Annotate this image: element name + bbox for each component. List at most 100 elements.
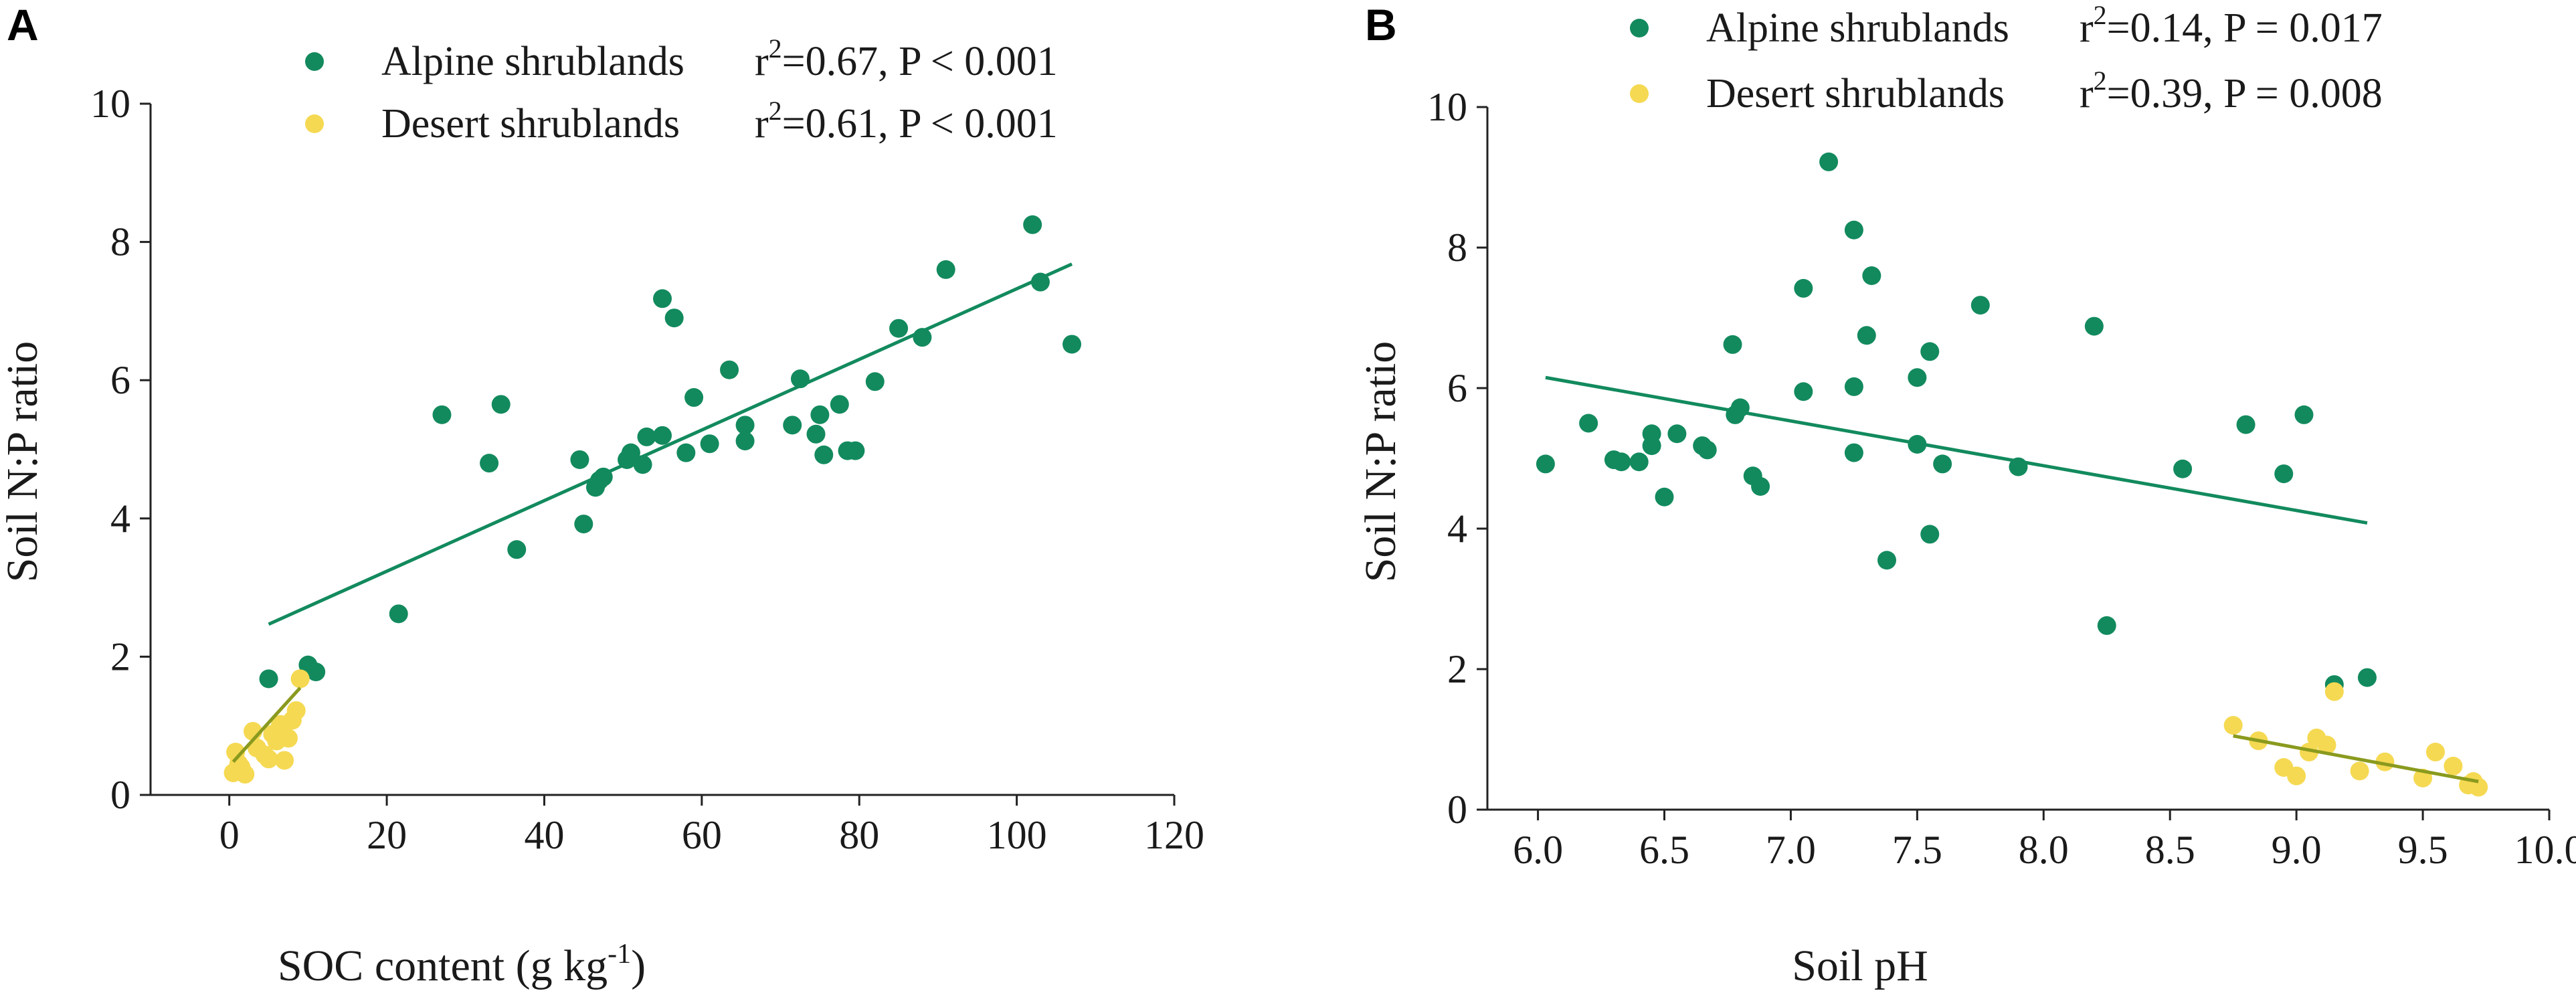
legend-label-alpine: Alpine shrublands <box>1706 5 2009 51</box>
fit-line-desert <box>232 687 302 763</box>
y-tick-label: 4 <box>110 496 130 541</box>
data-point-alpine <box>2236 415 2256 434</box>
data-point-alpine <box>1063 335 1081 354</box>
data-point-alpine <box>2274 464 2294 484</box>
y-axis-title: Soil N:P ratio <box>1356 341 1405 583</box>
x-tick-label: 7.5 <box>1892 828 1942 872</box>
legend-label-alpine: Alpine shrublands <box>381 39 684 84</box>
data-point-alpine <box>1908 368 1927 387</box>
data-point-alpine <box>936 260 955 279</box>
data-point-desert <box>2317 735 2336 755</box>
data-point-alpine <box>1920 342 1940 361</box>
legend-stat-desert: r2=0.39, P = 0.008 <box>2080 66 2383 116</box>
data-point-desert <box>2469 778 2488 797</box>
y-tick-label: 8 <box>110 220 130 264</box>
data-point-desert <box>2287 766 2306 786</box>
data-point-alpine <box>814 445 834 464</box>
data-point-desert <box>2223 716 2243 735</box>
data-point-alpine <box>1023 215 1042 234</box>
x-tick-label: 80 <box>839 813 879 857</box>
x-tick-label: 7.0 <box>1766 828 1816 872</box>
data-point-alpine <box>389 604 408 624</box>
legend-label-desert: Desert shrublands <box>1706 71 2005 116</box>
data-point-alpine <box>432 405 452 424</box>
legend-stat-desert: r2=0.61, P < 0.001 <box>755 96 1058 147</box>
data-point-alpine <box>735 432 755 451</box>
data-point-alpine <box>684 388 704 407</box>
data-point-alpine <box>676 443 696 462</box>
y-tick-label: 6 <box>1447 366 1467 410</box>
x-tick-label: 8.5 <box>2145 828 2195 872</box>
data-point-alpine <box>1794 382 1813 401</box>
axes: 0 20 40 60 80 100 120 0 2 4 6 8 10 <box>90 82 1204 857</box>
x-tick-label: 8.0 <box>2019 828 2069 872</box>
data-point-alpine <box>1655 487 1674 507</box>
x-tick-label: 6.0 <box>1513 828 1563 872</box>
data-point-alpine <box>1667 424 1687 444</box>
data-point-alpine <box>259 669 278 689</box>
legend: Alpine shrublands r2=0.14, P = 0.017 Des… <box>1630 0 2383 116</box>
data-point-alpine <box>1697 440 1717 460</box>
data-point-alpine <box>2084 316 2104 336</box>
data-point-alpine <box>783 416 802 435</box>
data-point-alpine <box>810 405 830 424</box>
legend-stat-alpine: r2=0.14, P = 0.017 <box>2080 0 2383 51</box>
plot-area <box>1536 152 2488 797</box>
data-point-alpine <box>1857 326 1876 345</box>
data-point-alpine <box>621 443 640 462</box>
data-point-alpine <box>1844 377 1863 396</box>
x-axis-title: SOC content (g kg-1) <box>278 939 646 990</box>
data-point-alpine <box>1877 551 1897 570</box>
legend: Alpine shrublands r2=0.67, P < 0.001 Des… <box>305 33 1058 147</box>
panel-b: B Alpine shrublands r2=0.14, P = 0.017 D… <box>1356 0 2576 990</box>
data-point-alpine <box>574 515 593 534</box>
data-point-alpine <box>1579 414 1598 433</box>
x-tick-label: 100 <box>987 813 1047 857</box>
legend-marker-desert <box>305 114 324 133</box>
data-point-alpine <box>2097 616 2116 635</box>
data-point-alpine <box>1862 266 1881 285</box>
data-point-alpine <box>1844 443 1863 462</box>
data-point-alpine <box>2173 459 2193 478</box>
x-tick-label: 20 <box>367 813 407 857</box>
data-point-desert <box>2350 761 2369 781</box>
data-point-desert <box>275 751 294 770</box>
y-tick-label: 2 <box>1447 647 1467 691</box>
y-axis-title: Soil N:P ratio <box>0 341 47 583</box>
y-tick-label: 0 <box>1447 788 1467 832</box>
data-point-alpine <box>480 454 499 473</box>
data-point-alpine <box>637 427 656 446</box>
data-point-alpine <box>700 434 719 454</box>
legend-stat-alpine: r2=0.67, P < 0.001 <box>755 33 1058 84</box>
data-point-alpine <box>1819 152 1839 171</box>
panel-a-label: A <box>7 0 39 50</box>
y-tick-label: 10 <box>90 82 130 126</box>
data-point-alpine <box>570 450 589 469</box>
data-point-desert <box>2324 682 2344 701</box>
data-point-alpine <box>1933 454 1952 474</box>
x-tick-label: 40 <box>524 813 564 857</box>
x-tick-label: 120 <box>1144 813 1204 857</box>
data-point-alpine <box>653 426 672 445</box>
data-point-alpine <box>830 395 849 414</box>
data-point-alpine <box>1794 278 1813 298</box>
data-point-desert <box>2300 742 2319 761</box>
y-tick-label: 0 <box>110 773 130 817</box>
data-point-alpine <box>1844 220 1863 240</box>
data-point-alpine <box>653 289 672 308</box>
data-point-alpine <box>491 395 511 414</box>
y-tick-label: 8 <box>1447 225 1467 270</box>
data-point-alpine <box>865 372 885 391</box>
x-axis-title: Soil pH <box>1792 941 1928 990</box>
data-point-desert <box>278 729 298 748</box>
plot-area <box>223 215 1081 784</box>
data-point-alpine <box>846 441 865 460</box>
data-point-desert <box>236 765 255 784</box>
y-tick-label: 4 <box>1447 507 1467 551</box>
data-point-alpine <box>1536 454 1555 474</box>
data-point-alpine <box>1751 477 1770 496</box>
data-point-alpine <box>664 308 684 328</box>
x-tick-label: 60 <box>682 813 722 857</box>
data-point-alpine <box>889 319 909 338</box>
